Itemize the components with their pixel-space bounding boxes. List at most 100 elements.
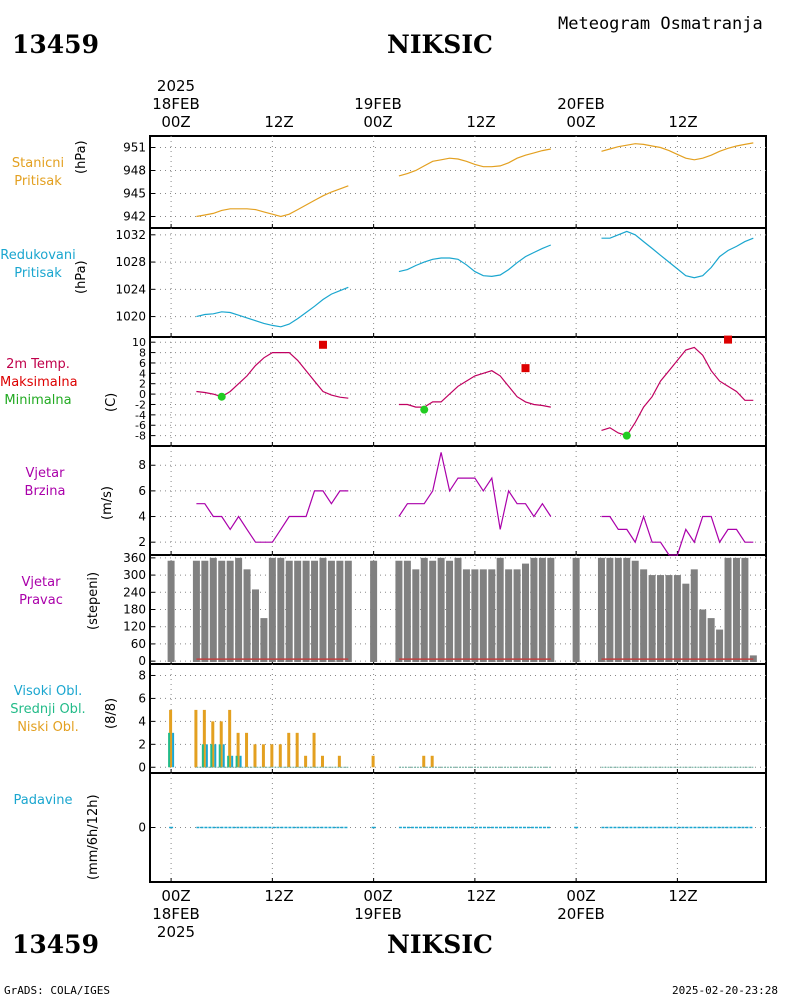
wind-dir-bar-46	[640, 569, 648, 662]
ytick-label-2-0: -8	[135, 430, 146, 443]
wind-dir-bar-1	[192, 560, 200, 662]
ytick-label-3-2: 6	[138, 484, 146, 498]
wind-dir-bar-15	[311, 560, 319, 662]
ytick-label-6-0: 0	[138, 821, 146, 835]
wind-dir-bar-13	[294, 560, 302, 662]
station-pressure-line-2	[601, 142, 754, 161]
cloud-low-bar-12	[287, 732, 291, 768]
wind-dir-bar-33	[496, 557, 504, 662]
ytick-label-5-3: 6	[138, 691, 146, 705]
wind-dir-bar-18	[336, 560, 344, 662]
hour-label-top-2: 00Z	[363, 113, 393, 131]
grads-credit: GrADS: COLA/IGES	[4, 984, 110, 997]
wind-dir-bar-14	[302, 560, 310, 662]
ytick-label-3-3: 8	[138, 458, 146, 472]
ytick-label-3-0: 2	[138, 535, 146, 549]
wind-dir-bar-47	[648, 575, 656, 662]
ytick-label-1-1: 1024	[115, 282, 146, 296]
ytick-label-1-3: 1032	[115, 228, 146, 242]
wind-speed-line-0	[196, 490, 349, 543]
ytick-label-5-4: 8	[138, 668, 146, 682]
wind-speed-line-2	[601, 514, 754, 556]
cloud-low-bar-1	[194, 709, 198, 768]
wind-dir-bar-29	[462, 569, 470, 662]
station-id-bottom: 13459	[12, 930, 99, 959]
temp-min-point-0	[217, 392, 226, 401]
ytick-label-0-2: 948	[123, 164, 146, 178]
panel-frame-5	[149, 663, 767, 774]
wind-dir-bar-27	[446, 560, 454, 662]
wind-dir-bar-11	[277, 557, 285, 662]
wind-dir-bar-2	[201, 560, 209, 662]
cloud-low-bar-5	[228, 709, 232, 768]
wind-dir-bar-19	[344, 560, 352, 662]
cloud-low-bar-7	[245, 732, 249, 768]
station-id-top: 13459	[12, 30, 99, 59]
cloud-mid-bar-4	[218, 744, 221, 768]
reduced-pressure-line-2	[601, 230, 754, 279]
wind-dir-bar-50	[673, 575, 681, 662]
wind-dir-bar-40	[572, 557, 580, 662]
wind-dir-bar-26	[437, 557, 445, 662]
wind-dir-bar-31	[479, 569, 487, 662]
day-label-top-2: 20FEB	[557, 95, 605, 113]
wind-dir-bar-32	[488, 569, 496, 662]
wind-dir-bar-48	[657, 575, 665, 662]
hour-label-bottom-0: 00Z	[161, 887, 191, 905]
wind-dir-bar-38	[538, 557, 546, 662]
wind-dir-bar-21	[395, 560, 403, 662]
ytick-label-4-0: 0	[138, 654, 146, 668]
ytick-label-4-5: 300	[123, 568, 146, 582]
temperature-line-0	[196, 352, 349, 399]
cloud-high-bar-0	[172, 732, 175, 768]
day-label-top-0: 18FEB	[152, 95, 200, 113]
wind-dir-bar-41	[597, 557, 605, 662]
cloud-low-bar-6	[236, 732, 240, 768]
day-label-top-1: 19FEB	[354, 95, 402, 113]
ytick-label-0-0: 942	[123, 210, 146, 224]
temp-min-point-1	[420, 405, 429, 414]
hour-label-top-4: 00Z	[566, 113, 596, 131]
panel-frame-3	[149, 445, 767, 556]
ytick-label-5-1: 2	[138, 737, 146, 751]
wind-dir-bar-23	[412, 569, 420, 662]
hour-label-bottom-3: 12Z	[466, 887, 496, 905]
cloud-low-bar-16	[320, 755, 324, 768]
ytick-label-2-1: -6	[135, 419, 146, 432]
wind-dir-bar-49	[665, 575, 673, 662]
plot-timestamp: 2025-02-20-23:28	[672, 984, 778, 997]
wind-dir-bar-35	[513, 569, 521, 662]
wind-dir-bar-3	[209, 557, 217, 662]
wind-dir-bar-56	[724, 557, 732, 662]
wind-speed-line-1	[398, 452, 552, 530]
station-name-bottom: NIKSIC	[387, 930, 493, 959]
cloud-high-bar-4	[222, 744, 225, 768]
cloud-low-bar-0	[169, 709, 173, 768]
label-reduced-pressure: Redukovani Pritisak	[0, 248, 76, 281]
wind-dir-bar-17	[327, 560, 335, 662]
cloud-mid-bar-0	[168, 732, 171, 768]
cloud-low-bar-9	[261, 744, 265, 768]
year-top: 2025	[156, 77, 196, 95]
wind-dir-bar-20	[370, 560, 378, 662]
hour-label-top-1: 12Z	[264, 113, 294, 131]
temp-max-point-0	[318, 340, 327, 349]
wind-dir-bar-8	[251, 589, 259, 662]
wind-dir-bar-42	[606, 557, 614, 662]
day-label-bottom-0: 18FEB	[152, 905, 200, 923]
wind-dir-bar-6	[235, 557, 243, 662]
cloud-high-bar-6	[239, 755, 242, 768]
wind-dir-bar-52	[690, 569, 698, 662]
ytick-label-3-1: 4	[138, 510, 146, 524]
ytick-label-0-3: 951	[123, 141, 146, 155]
hour-label-bottom-5: 12Z	[668, 887, 698, 905]
ytick-label-1-2: 1028	[115, 255, 146, 269]
wind-dir-bar-45	[631, 560, 639, 662]
label-wind-speed: Vjetar Brzina	[24, 466, 66, 499]
reduced-pressure-line-0	[196, 286, 349, 328]
station-pressure-line-1	[398, 148, 551, 177]
wind-dir-bar-54	[707, 618, 715, 662]
ytick-label-4-2: 120	[123, 620, 146, 634]
hour-label-top-3: 12Z	[466, 113, 496, 131]
